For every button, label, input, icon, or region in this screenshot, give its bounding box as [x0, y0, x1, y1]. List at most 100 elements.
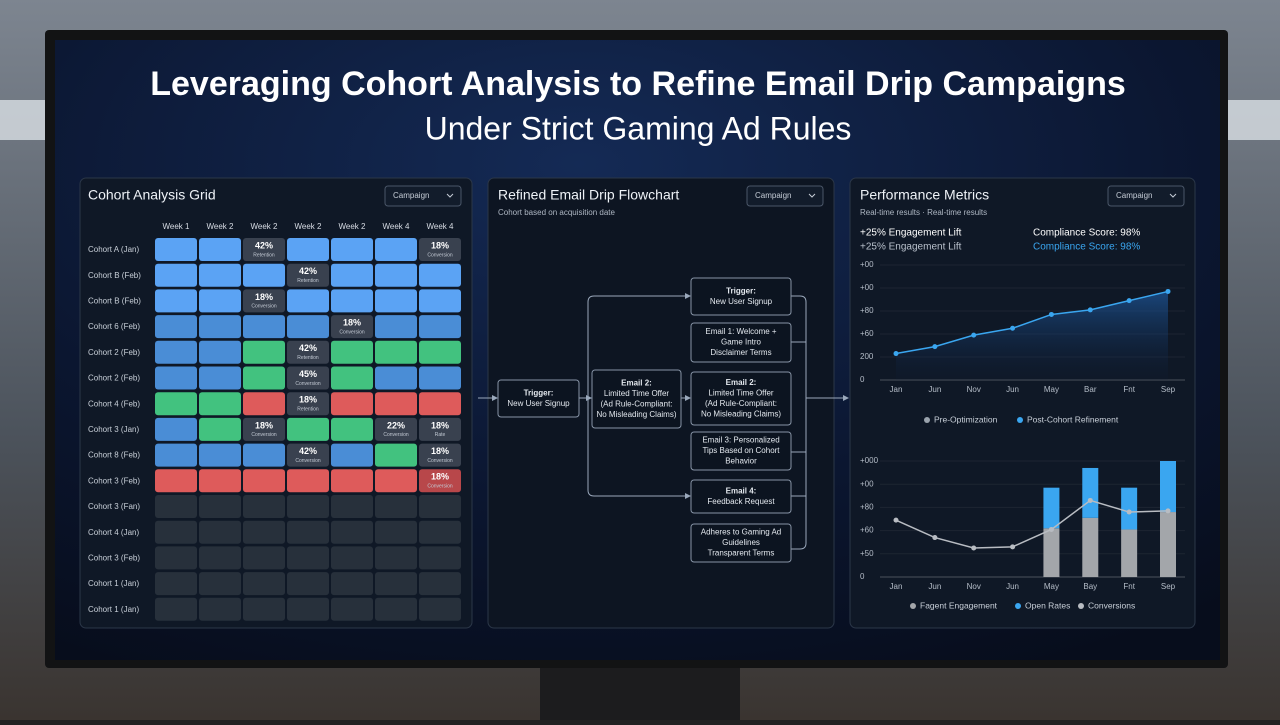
bar [1160, 461, 1176, 513]
cohort-cell [199, 417, 241, 441]
cell-value: 22% [387, 420, 405, 430]
cohort-cell [331, 315, 373, 339]
cohort-cell [419, 238, 461, 261]
cell-label: Conversion [427, 458, 453, 464]
y-tick-label: +00 [860, 260, 874, 269]
y-tick-label: +00 [860, 479, 874, 488]
metrics-subtitle: Real-time results · Real-time results [860, 208, 987, 217]
panel-title: Refined Email Drip Flowchart [498, 187, 679, 203]
cohort-cell [155, 597, 197, 621]
x-tick-label: Jun [1006, 385, 1019, 394]
cell-label: Conversion [383, 432, 409, 438]
bar [1121, 487, 1138, 530]
flow-node [690, 523, 792, 563]
flow-node-text: (Ad Rule-Compliant: [705, 399, 777, 408]
y-tick-label: 0 [860, 572, 865, 581]
y-tick-label: +00 [860, 283, 874, 292]
cohort-cell [375, 495, 417, 518]
row-label: Cohort 3 (Feb) [88, 476, 140, 485]
point [971, 332, 977, 338]
row-label: Cohort 3 (Jan) [88, 425, 139, 434]
flow-node-text: Email 1: Welcome + [705, 327, 777, 336]
cohort-cell [331, 495, 373, 518]
cohort-cell [199, 392, 241, 416]
dropdown[interactable] [384, 185, 462, 207]
legend-label: Pre-Optimization [934, 414, 998, 424]
row-label: Cohort A (Jan) [88, 245, 139, 254]
cohort-cell [419, 340, 461, 364]
cohort-cell [199, 366, 241, 390]
cohort-cell [287, 289, 329, 313]
cohort-cell [243, 238, 285, 261]
connectors [478, 293, 849, 550]
title: Leveraging Cohort Analysis to Refine Ema… [150, 65, 1126, 103]
legend-swatch [1017, 417, 1023, 423]
line [895, 499, 1169, 549]
x-tick-label: Jun [928, 385, 941, 394]
flow-node-text: Email 4: [726, 486, 757, 495]
flow-node [690, 371, 792, 426]
cohort-cell [375, 263, 417, 287]
dropdown-caret [808, 193, 816, 198]
stat: Compliance Score: 98% [1033, 228, 1140, 239]
bar [1160, 512, 1176, 577]
cohort-cell [199, 546, 241, 570]
cell-value: 45% [299, 369, 317, 379]
cell-value: 18% [431, 420, 449, 430]
cohort-cell [375, 520, 417, 544]
cohort-cell [199, 289, 241, 313]
dropdown[interactable] [746, 185, 824, 207]
bar [1082, 517, 1099, 577]
point [1048, 311, 1054, 317]
cohort-cell [155, 443, 197, 467]
flow-node-text: New User Signup [507, 399, 570, 408]
row-label: Cohort 3 (Fan) [88, 502, 140, 511]
y-tick-label: +80 [860, 503, 874, 512]
row-label: Cohort 1 (Jan) [88, 579, 139, 588]
point [1048, 526, 1054, 532]
flow-node-text: Adheres to Gaming Ad [701, 528, 782, 537]
x-tick-label: May [1044, 582, 1059, 591]
panel-title: Performance Metrics [860, 187, 989, 203]
cohort-cell [331, 289, 373, 313]
dropdown-label: Campaign [393, 191, 429, 200]
row-label: Cohort 4 (Jan) [88, 528, 139, 537]
row-label: Cohort 6 (Feb) [88, 322, 140, 331]
cohort-cell [287, 315, 329, 339]
cohort-cell [243, 597, 285, 621]
cell-value: 18% [343, 317, 361, 327]
point [1010, 325, 1016, 331]
flow-node-text: Game Intro [721, 338, 762, 347]
cohort-cell [199, 315, 241, 339]
point [1126, 298, 1132, 304]
cohort-cell [155, 495, 197, 518]
cohort-cell [287, 520, 329, 544]
cohort-cell [419, 263, 461, 287]
legend-swatch [1078, 603, 1084, 609]
cohort-cell [419, 597, 461, 621]
cohort-cell [287, 469, 329, 493]
cell-value: 42% [299, 446, 317, 456]
x-tick-label: May [1044, 385, 1059, 394]
line-area [896, 291, 1168, 380]
cohort-cell [375, 315, 417, 339]
bar [1121, 529, 1138, 577]
point [1087, 307, 1093, 313]
point [1165, 288, 1171, 294]
cohort-cell [287, 443, 329, 467]
column-header: Week 2 [251, 222, 279, 231]
bar [1043, 528, 1060, 577]
cohort-cell [287, 263, 329, 287]
cohort-cell [375, 572, 417, 596]
dropdown-label: Campaign [1116, 191, 1152, 200]
cohort-cell [243, 340, 285, 364]
dropdown-label: Campaign [755, 191, 791, 200]
x-tick-label: Jan [890, 582, 903, 591]
flow-node [591, 369, 682, 429]
dropdown[interactable] [1107, 185, 1185, 207]
cohort-cell [331, 469, 373, 493]
point [1087, 497, 1093, 503]
cohort-cell [331, 443, 373, 467]
point [1165, 508, 1171, 514]
cohort-cell [243, 392, 285, 416]
